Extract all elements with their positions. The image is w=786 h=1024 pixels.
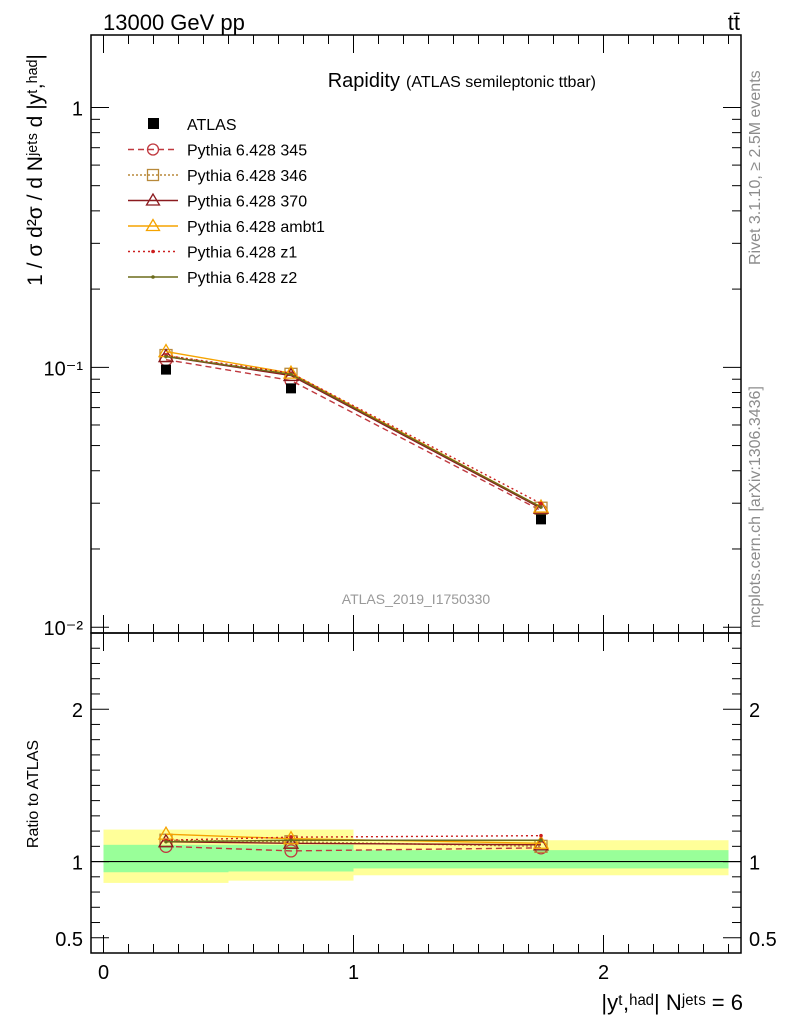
ratio-series-point bbox=[282, 834, 300, 849]
main-y-tick-label: 1 bbox=[72, 98, 83, 120]
legend-label-data: ATLAS bbox=[187, 117, 237, 134]
data-point bbox=[161, 364, 171, 375]
data-point bbox=[286, 383, 296, 394]
process-label: tt̄ bbox=[728, 10, 740, 35]
legend-marker-data bbox=[148, 118, 159, 129]
ratio-frame bbox=[90, 632, 742, 954]
x-axis-label: |yᵗ,ʰᵃᵈ| Nʲᵉᵗˢ = 6 bbox=[601, 990, 743, 1015]
x-tick-label: 0 bbox=[98, 962, 109, 984]
main-plot-area bbox=[157, 343, 550, 525]
series-point bbox=[282, 364, 300, 379]
ratio-series-line bbox=[165, 845, 542, 852]
ratio-series-point bbox=[157, 833, 175, 848]
stat-uncertainty-band bbox=[103, 844, 229, 873]
series-point bbox=[539, 505, 543, 509]
legend-marker bbox=[151, 249, 155, 254]
legend: ATLAS Pythia 6.428 345 Pythia 6.428 346 Pyt… bbox=[128, 117, 325, 287]
legend-label: Pythia 6.428 ambt1 bbox=[187, 219, 325, 236]
rivet-version-label: Rivet 3.1.10, ≥ 2.5M events bbox=[747, 70, 764, 265]
chart-subtitle: (ATLAS semileptonic ttbar) bbox=[406, 74, 596, 91]
ratio-plot-area bbox=[91, 825, 741, 883]
x-tick-label: 2 bbox=[598, 962, 609, 984]
chart-title: Rapidity bbox=[328, 70, 400, 92]
series-line bbox=[165, 359, 542, 512]
ratio-series-point bbox=[289, 838, 293, 843]
analysis-watermark: ATLAS_2019_I1750330 bbox=[342, 591, 491, 607]
legend-marker bbox=[151, 275, 155, 279]
series-point bbox=[289, 372, 293, 377]
legend-marker bbox=[145, 192, 161, 206]
series-line bbox=[165, 350, 542, 508]
series-point bbox=[164, 354, 168, 359]
legend-marker bbox=[146, 143, 160, 156]
main-axis-ticks: 1 10⁻¹ 10⁻² bbox=[44, 35, 741, 640]
ratio-y-tick-label: 1 bbox=[72, 853, 83, 875]
ratio-series-point bbox=[164, 839, 168, 844]
source-label: mcplots.cern.ch [arXiv:1306.3436] bbox=[747, 386, 764, 628]
ratio-series-point bbox=[284, 844, 298, 858]
ratio-y-tick-label: 2 bbox=[72, 700, 83, 722]
series-line bbox=[165, 354, 542, 509]
main-panel: 1 10⁻¹ 10⁻² Rapidity (ATLAS semileptonic t… bbox=[24, 34, 742, 640]
data-point bbox=[536, 514, 546, 525]
series-line bbox=[165, 355, 542, 509]
series-line bbox=[165, 355, 542, 508]
ratio-y-tick-label: 0.5 bbox=[55, 929, 83, 951]
ratio-y-axis-label: Ratio to ATLAS bbox=[25, 740, 42, 848]
ratio-series-point bbox=[289, 835, 293, 839]
energy-label: 13000 GeV pp bbox=[103, 10, 245, 35]
ratio-panel: 0.5 0.5 1 1 2 2 0 1 2 Ratio to ATLAS |yᵗ,ʰᵃᵈ| Nʲ… bbox=[25, 632, 777, 1015]
ratio-series-point bbox=[532, 834, 550, 849]
ratio-series-point bbox=[539, 833, 543, 838]
ratio-series-point bbox=[539, 838, 543, 843]
legend-marker bbox=[146, 168, 160, 182]
series-point bbox=[539, 501, 543, 506]
ratio-y-tick-label-right: 2 bbox=[749, 700, 760, 722]
series-point bbox=[532, 498, 550, 513]
x-tick-label: 1 bbox=[348, 962, 359, 984]
legend-label: Pythia 6.428 z1 bbox=[187, 245, 297, 262]
main-y-axis-label: 1 / σ d²σ / d Nʲᵉᵗˢ d |yᵗ,ʰᵃᵈ| bbox=[24, 54, 47, 286]
ratio-axis-ticks: 0.5 0.5 1 1 2 2 0 1 2 bbox=[55, 632, 777, 984]
legend-label: Pythia 6.428 345 bbox=[187, 143, 307, 160]
legend-marker bbox=[145, 218, 161, 232]
ratio-y-tick-label-right: 1 bbox=[749, 853, 760, 875]
ratio-y-tick-label-right: 0.5 bbox=[749, 929, 777, 951]
stat-uncertainty-band bbox=[353, 850, 729, 869]
legend-label: Pythia 6.428 346 bbox=[187, 168, 307, 185]
legend-label: Pythia 6.428 370 bbox=[187, 194, 307, 211]
main-y-tick-label: 10⁻¹ bbox=[44, 358, 84, 380]
main-y-tick-label: 10⁻² bbox=[44, 618, 84, 640]
legend-label: Pythia 6.428 z2 bbox=[187, 270, 297, 287]
series-point bbox=[157, 348, 175, 363]
